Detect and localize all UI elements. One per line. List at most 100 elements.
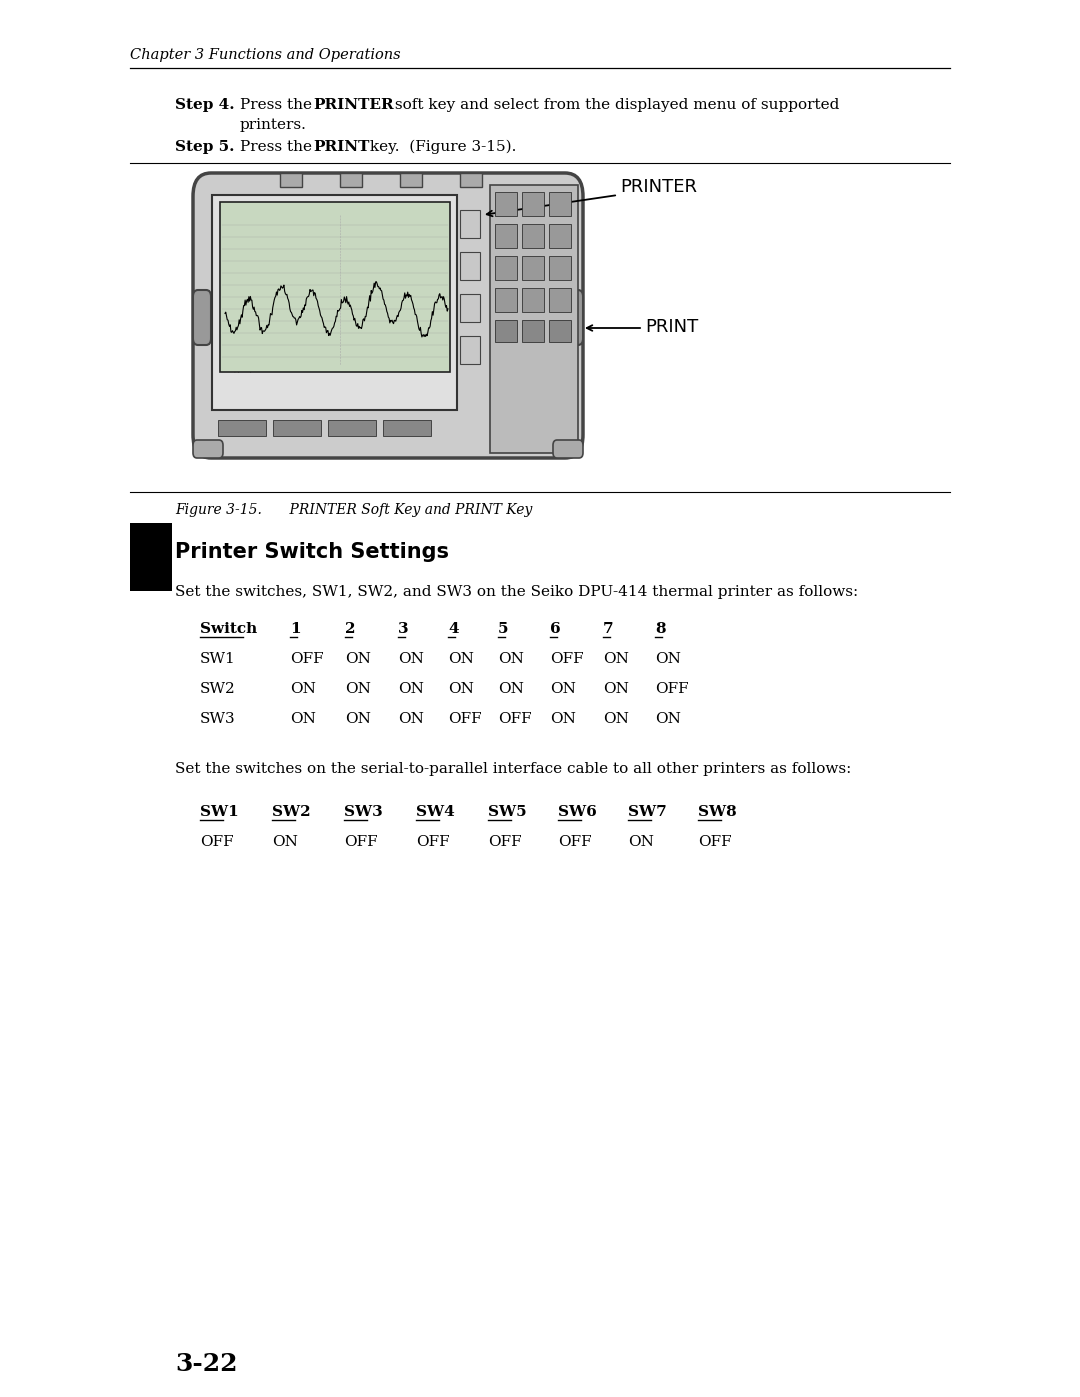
Bar xyxy=(495,256,517,279)
Bar xyxy=(549,320,571,342)
Bar xyxy=(522,191,544,217)
Text: M2: M2 xyxy=(465,258,471,263)
FancyBboxPatch shape xyxy=(553,440,583,458)
Bar xyxy=(280,173,302,187)
Text: SW5: SW5 xyxy=(488,805,527,819)
Text: ON: ON xyxy=(627,835,653,849)
Text: ON: ON xyxy=(448,652,474,666)
Text: soft key and select from the displayed menu of supported: soft key and select from the displayed m… xyxy=(390,98,839,112)
Text: OFF: OFF xyxy=(200,835,233,849)
Text: OFF: OFF xyxy=(498,712,531,726)
Bar xyxy=(549,288,571,312)
Bar xyxy=(495,288,517,312)
Text: 1: 1 xyxy=(291,622,300,636)
Text: ON: ON xyxy=(345,712,370,726)
Text: ON: ON xyxy=(603,712,629,726)
Text: SW6: SW6 xyxy=(558,805,597,819)
Bar xyxy=(273,420,321,436)
Text: SW4: SW4 xyxy=(416,805,455,819)
Text: AMPLITUDE: AMPLITUDE xyxy=(340,423,364,427)
Text: ON: ON xyxy=(550,712,576,726)
Text: 7: 7 xyxy=(603,622,613,636)
Text: ON: ON xyxy=(272,835,298,849)
Text: SW3: SW3 xyxy=(200,712,235,726)
Bar xyxy=(328,420,376,436)
Text: Set the switches on the serial-to-parallel interface cable to all other printers: Set the switches on the serial-to-parall… xyxy=(175,761,851,775)
Text: SW8: SW8 xyxy=(698,805,737,819)
Text: SW3: SW3 xyxy=(345,805,382,819)
Text: OFF: OFF xyxy=(488,835,522,849)
Text: OFF: OFF xyxy=(550,652,583,666)
Bar xyxy=(400,173,422,187)
Text: PRINTER: PRINTER xyxy=(620,177,697,196)
Bar xyxy=(549,224,571,249)
Text: PRINTER Soft Key and PRINT Key: PRINTER Soft Key and PRINT Key xyxy=(272,503,532,517)
Text: Step 5.: Step 5. xyxy=(175,140,234,154)
Bar xyxy=(383,420,431,436)
Text: FREQ(GHz): FREQ(GHz) xyxy=(285,423,309,427)
Bar xyxy=(495,320,517,342)
Text: ON: ON xyxy=(345,652,370,666)
Bar xyxy=(495,191,517,217)
Text: FREQ (MHz): FREQ (MHz) xyxy=(222,367,252,373)
Text: OFF: OFF xyxy=(448,712,482,726)
FancyBboxPatch shape xyxy=(193,440,222,458)
Text: Press the: Press the xyxy=(240,140,316,154)
Text: Press the: Press the xyxy=(240,98,316,112)
Bar xyxy=(130,522,172,591)
Text: 4: 4 xyxy=(448,622,459,636)
Bar xyxy=(340,173,362,187)
Text: ON: ON xyxy=(448,682,474,696)
Text: Switch: Switch xyxy=(200,622,257,636)
Text: ON: ON xyxy=(399,652,423,666)
Text: M1: M1 xyxy=(465,217,471,219)
Bar xyxy=(495,224,517,249)
FancyBboxPatch shape xyxy=(193,173,583,458)
Text: MODE: MODE xyxy=(235,423,248,427)
Text: SW7: SW7 xyxy=(627,805,666,819)
Text: Set the switches, SW1, SW2, and SW3 on the Seiko DPU-414 thermal printer as foll: Set the switches, SW1, SW2, and SW3 on t… xyxy=(175,585,859,599)
Text: ON: ON xyxy=(654,712,680,726)
Text: key.  (Figure 3-15).: key. (Figure 3-15). xyxy=(365,140,516,155)
Text: 8: 8 xyxy=(654,622,665,636)
Text: 3: 3 xyxy=(399,622,408,636)
Bar xyxy=(460,210,480,237)
Text: printers.: printers. xyxy=(240,117,307,131)
Text: Step 4.: Step 4. xyxy=(175,98,234,112)
Text: ON: ON xyxy=(654,652,680,666)
Text: Anritsu: Anritsu xyxy=(222,207,245,212)
Bar xyxy=(522,320,544,342)
Bar xyxy=(460,251,480,279)
Text: SWEEP: SWEEP xyxy=(400,423,415,427)
Text: OFF: OFF xyxy=(654,682,689,696)
Text: ON: ON xyxy=(399,712,423,726)
Text: M4: M4 xyxy=(465,342,471,346)
Text: 2: 2 xyxy=(345,622,355,636)
Bar xyxy=(218,420,266,436)
Text: 6: 6 xyxy=(550,622,561,636)
Text: ON: ON xyxy=(345,682,370,696)
Bar xyxy=(549,191,571,217)
Text: Chapter 3 Functions and Operations: Chapter 3 Functions and Operations xyxy=(130,47,401,61)
Text: OFF: OFF xyxy=(291,652,324,666)
Text: 3-22: 3-22 xyxy=(175,1352,238,1376)
Bar xyxy=(460,337,480,365)
Text: ON: ON xyxy=(603,682,629,696)
Bar xyxy=(220,203,450,372)
Bar xyxy=(212,196,457,409)
Text: SW2: SW2 xyxy=(200,682,235,696)
Text: SW1: SW1 xyxy=(200,652,235,666)
Text: ON: ON xyxy=(550,682,576,696)
Text: OFF: OFF xyxy=(698,835,731,849)
Text: OFF: OFF xyxy=(558,835,592,849)
Bar xyxy=(460,293,480,321)
Bar xyxy=(522,224,544,249)
FancyBboxPatch shape xyxy=(193,291,211,345)
Text: OFF: OFF xyxy=(345,835,378,849)
Text: ON: ON xyxy=(399,682,423,696)
Text: Site Master S251B: Site Master S251B xyxy=(270,207,321,212)
Text: 5: 5 xyxy=(498,622,509,636)
Text: SW2: SW2 xyxy=(272,805,311,819)
Bar xyxy=(460,173,482,187)
Text: ON: ON xyxy=(291,712,315,726)
